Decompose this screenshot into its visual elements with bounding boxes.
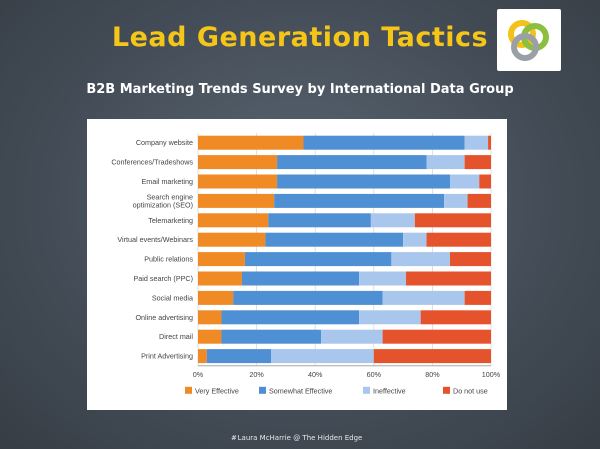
x-tick-label: 20% [249,370,264,379]
footer-mark: # [231,434,237,442]
category-label: Search engine optimization (SEO) [133,192,193,209]
legend-swatch [363,386,370,394]
bar-0-very-effective [198,135,304,150]
plot-area [198,133,491,366]
category-label: Virtual events/Webinars [117,235,193,244]
bar-8-somewhat-effective [233,290,383,305]
bar-9-ineffective [359,310,421,325]
bar-5-somewhat-effective [265,232,404,247]
x-tick-label: 100% [482,370,501,379]
category-label: Paid search (PPC) [133,274,193,283]
legend-label: Somewhat Effective [269,386,332,395]
bar-6-very-effective [198,252,245,267]
bar-0-ineffective [464,135,489,150]
bar-5-very-effective [198,232,266,247]
bar-2-do-not-use [479,174,491,189]
bar-3-very-effective [198,193,275,208]
chart-subtitle: B2B Marketing Trends Survey by Internati… [86,82,514,97]
chart-panel: Company website Conferences/Tradeshows Ema… [87,119,507,410]
bar-4-somewhat-effective [268,213,371,228]
x-tick-label: 40% [308,370,323,379]
bar-3-somewhat-effective [274,193,445,208]
bar-11-ineffective [271,349,374,364]
bar-2-ineffective [449,174,480,189]
bar-1-very-effective [198,155,278,170]
footer-credit: Laura McHarrie @ The Hidden Edge [237,434,363,442]
stacked-bar-chart: Company website Conferences/Tradeshows Ema… [111,133,501,395]
legend-label: Ineffective [373,386,406,395]
bar-9-do-not-use [420,310,491,325]
x-tick-label: 60% [367,370,382,379]
bar-11-somewhat-effective [206,349,272,364]
bar-7-do-not-use [406,271,491,286]
interlocking-rings-logo-icon [497,9,561,71]
bar-4-ineffective [370,213,415,228]
bar-3-do-not-use [467,193,491,208]
category-label: Direct mail [159,332,193,341]
bar-5-do-not-use [426,232,491,247]
bar-8-do-not-use [464,290,491,305]
bar-3-ineffective [444,193,468,208]
bar-10-very-effective [198,329,222,344]
legend-swatch [185,386,192,394]
bar-4-very-effective [198,213,269,228]
bar-9-very-effective [198,310,222,325]
bar-8-ineffective [382,290,465,305]
bar-8-very-effective [198,290,234,305]
bar-6-do-not-use [449,252,491,267]
bar-10-ineffective [321,329,383,344]
category-label: Company website [136,138,193,147]
category-label: Telemarketing [148,216,193,225]
bar-0-do-not-use [488,135,491,150]
bar-6-somewhat-effective [244,252,392,267]
x-tick-label: 0% [193,370,204,379]
legend-label: Do not use [453,386,488,395]
bar-10-somewhat-effective [221,329,322,344]
bar-6-ineffective [391,252,450,267]
x-tick-label: 80% [425,370,440,379]
category-label: Email marketing [141,177,193,186]
bar-7-somewhat-effective [241,271,360,286]
bar-1-somewhat-effective [277,155,427,170]
bar-9-somewhat-effective [221,310,360,325]
category-label: Public relations [144,255,193,264]
category-label: Print Advertising [141,352,193,361]
bar-7-very-effective [198,271,242,286]
bar-5-ineffective [403,232,427,247]
legend-swatch [443,386,450,394]
bar-11-do-not-use [373,349,491,364]
category-label: Social media [152,293,193,302]
bar-10-do-not-use [382,329,491,344]
legend-swatch [259,386,266,394]
footer: # Laura McHarrie @ The Hidden Edge [0,434,600,442]
legend-label: Very Effective [195,386,239,395]
category-label: Online advertising [135,313,193,322]
bar-7-ineffective [359,271,407,286]
bar-11-very-effective [198,349,207,364]
bar-0-somewhat-effective [303,135,465,150]
bar-1-do-not-use [464,155,491,170]
slide-title: Lead Generation Tactics [111,22,489,53]
bar-2-somewhat-effective [277,174,450,189]
category-label: Conferences/Tradeshows [111,158,193,167]
bar-1-ineffective [426,155,465,170]
bar-2-very-effective [198,174,278,189]
bar-4-do-not-use [414,213,491,228]
